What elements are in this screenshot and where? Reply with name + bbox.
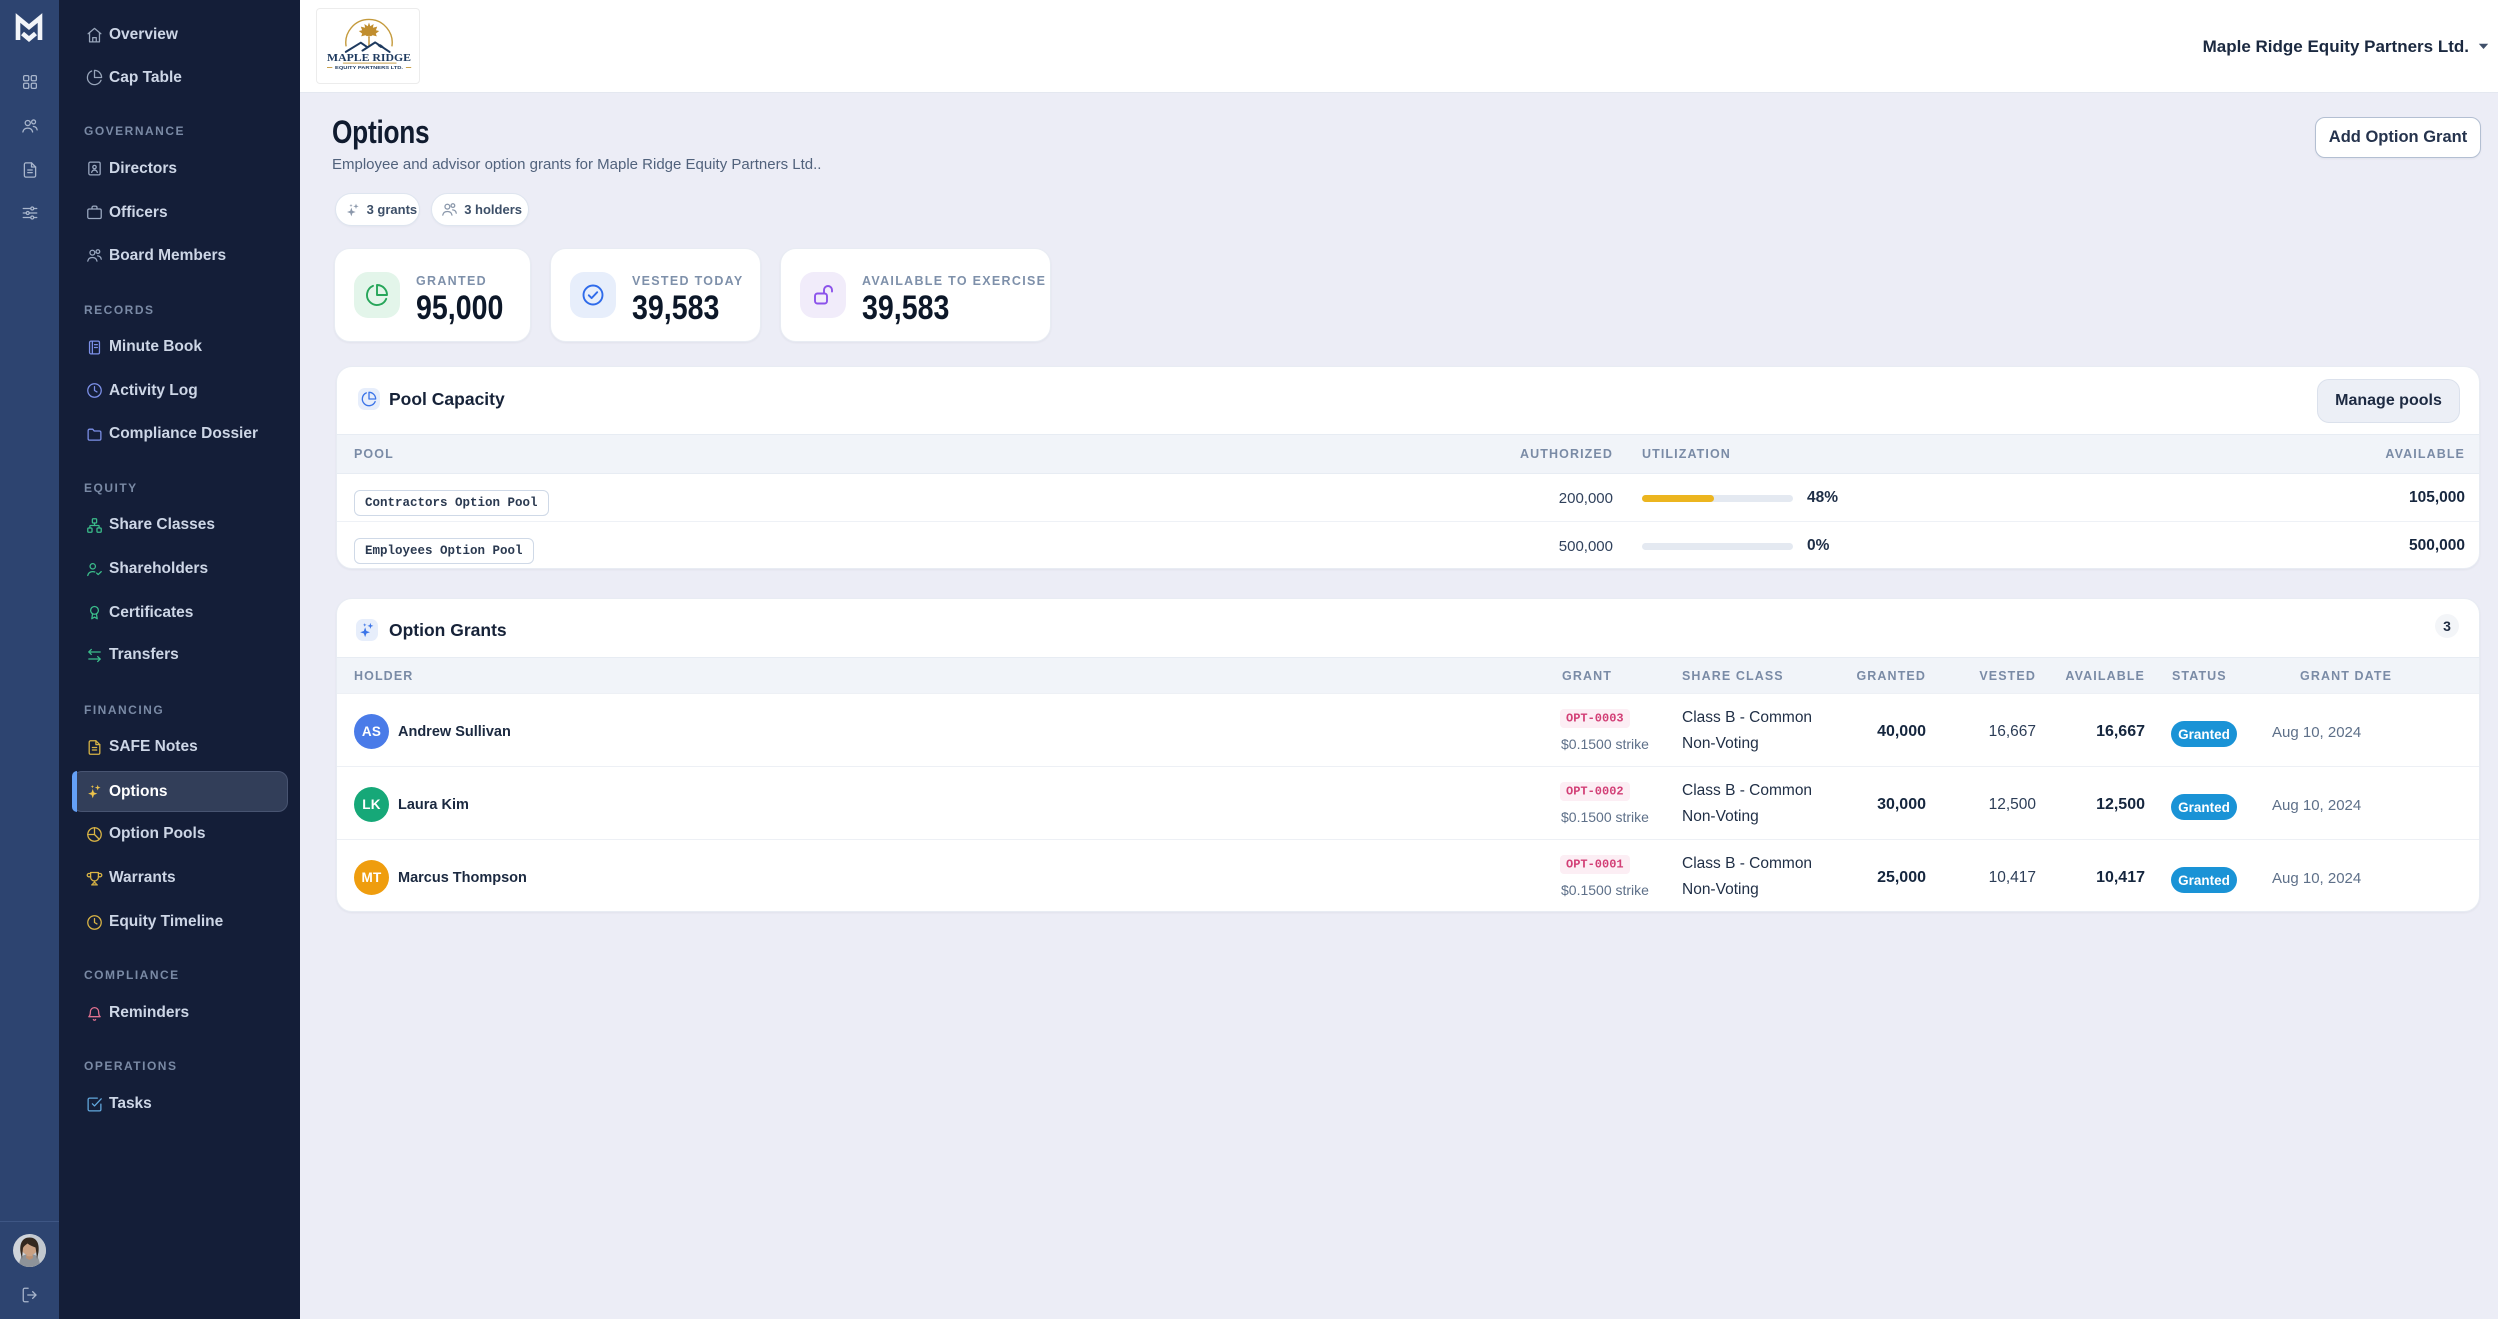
svg-text:EQUITY PARTNERS LTD.: EQUITY PARTNERS LTD. [335,65,403,70]
svg-text:MAPLE RIDGE: MAPLE RIDGE [327,53,411,64]
